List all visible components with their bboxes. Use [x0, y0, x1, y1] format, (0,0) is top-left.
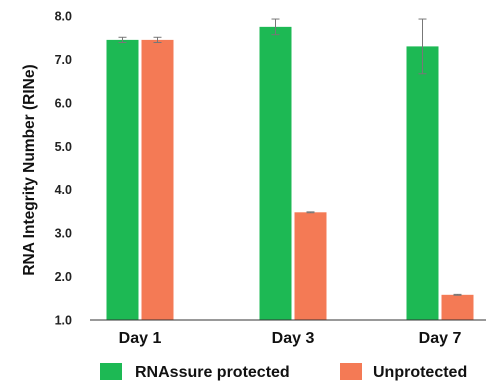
bar: [294, 212, 327, 320]
x-axis-ticks: Day 1 Day 3 Day 7: [119, 330, 462, 347]
y-tick-label: 2.0: [55, 270, 72, 284]
x-tick-label: Day 1: [119, 330, 162, 347]
y-tick-label: 7.0: [55, 53, 72, 67]
bars: [106, 18, 474, 321]
y-axis-label: RNA Integrity Number (RINe): [21, 64, 38, 275]
legend-swatch-rnassure: [100, 363, 122, 380]
y-tick-label: 8.0: [55, 10, 72, 24]
bar: [259, 26, 292, 320]
y-axis-ticks: 1.0 2.0 3.0 4.0 5.0 6.0 7.0 8.0: [55, 10, 72, 328]
x-tick-label: Day 7: [419, 330, 462, 347]
legend-label-rnassure: RNAssure protected: [135, 364, 290, 381]
bar: [141, 39, 174, 321]
y-tick-label: 5.0: [55, 140, 72, 154]
bar: [406, 46, 439, 321]
legend: RNAssure protected Unprotected: [100, 363, 467, 381]
y-tick-label: 3.0: [55, 227, 72, 241]
y-tick-label: 4.0: [55, 183, 72, 197]
y-tick-label: 6.0: [55, 96, 72, 110]
y-tick-label: 1.0: [55, 314, 72, 328]
legend-label-unprotected: Unprotected: [373, 364, 467, 381]
legend-swatch-unprotected: [340, 363, 362, 380]
bar: [106, 39, 139, 321]
bar: [441, 294, 474, 320]
x-tick-label: Day 3: [272, 330, 315, 347]
